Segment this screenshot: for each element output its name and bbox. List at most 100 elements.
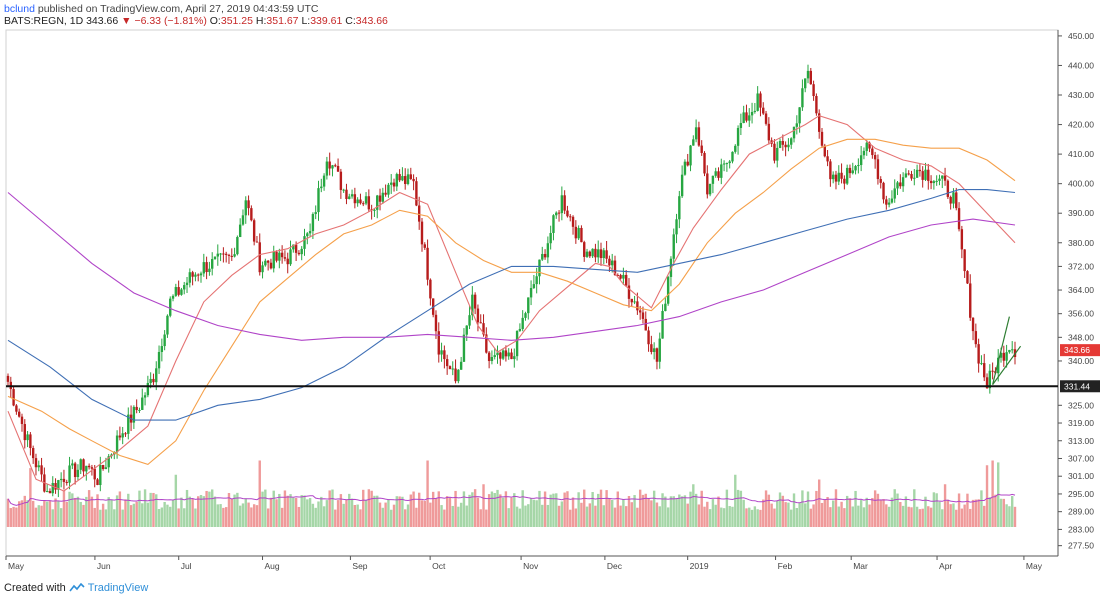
support-badge	[1060, 380, 1100, 393]
volume-bar	[280, 507, 284, 527]
candle-body	[929, 180, 933, 184]
volume-bar	[485, 509, 488, 527]
candle-body	[90, 467, 94, 469]
candle-body	[806, 70, 810, 79]
candle-body	[882, 182, 885, 200]
y-tick-label: 313.00	[1068, 436, 1094, 446]
x-tick-label: Jun	[97, 561, 111, 571]
candle-body	[549, 233, 552, 244]
candle-body	[876, 159, 880, 180]
volume-bar	[199, 494, 203, 527]
volume-bar	[356, 504, 359, 527]
volume-bar	[748, 507, 751, 527]
volume-bar	[655, 502, 659, 527]
candle-body	[683, 161, 687, 175]
volume-bar	[202, 496, 206, 527]
candle-body	[459, 361, 463, 370]
volume-bar	[862, 507, 866, 527]
volume-bar	[376, 495, 379, 527]
volume-bar	[608, 498, 611, 527]
candle-body	[983, 363, 986, 378]
candle-body	[1008, 349, 1011, 353]
volume-bar	[308, 498, 312, 527]
volume-bar	[342, 503, 345, 527]
candle-body	[227, 254, 231, 256]
candle-body	[359, 199, 362, 204]
candle-body	[143, 395, 147, 398]
candle-body	[661, 311, 664, 339]
candle-body	[54, 483, 57, 490]
volume-bar	[781, 495, 785, 527]
candle-body	[180, 289, 183, 295]
volume-bar	[815, 490, 818, 527]
candle-body	[697, 127, 701, 146]
candle-body	[348, 196, 351, 199]
candle-body	[479, 322, 482, 324]
candle-body	[591, 248, 594, 257]
volume-bar	[57, 500, 60, 527]
volume-bar	[398, 496, 401, 527]
candle-body	[356, 199, 359, 204]
volume-bar	[507, 508, 510, 527]
candle-body	[924, 169, 927, 180]
candle-body	[224, 253, 228, 255]
candle-body	[566, 210, 569, 217]
candle-body	[616, 275, 619, 277]
volume-bar	[155, 494, 158, 527]
tradingview-brand[interactable]: TradingView	[87, 582, 149, 594]
volume-bar	[300, 495, 303, 527]
volume-bar	[314, 507, 317, 527]
volume-bar	[297, 506, 301, 527]
volume-bar	[636, 507, 639, 527]
candle-body	[216, 253, 219, 257]
candle-body	[457, 369, 460, 382]
candle-body	[725, 163, 729, 165]
volume-bar	[132, 503, 136, 527]
candle-body	[971, 317, 975, 332]
volume-bar	[907, 506, 910, 527]
volume-bar	[518, 508, 522, 527]
candle-body	[157, 351, 161, 369]
volume-bar	[101, 503, 105, 527]
volume-bar	[401, 496, 404, 527]
candle-body	[963, 249, 966, 272]
volume-bar	[941, 509, 944, 527]
change-arrow-icon: ▼	[121, 15, 132, 27]
volume-bar	[949, 504, 952, 527]
candle-body	[345, 189, 348, 199]
volume-bar	[157, 508, 161, 527]
volume-bar	[583, 489, 586, 527]
volume-bar	[420, 500, 424, 527]
volume-bar	[935, 493, 938, 527]
author-name[interactable]: bclund	[4, 3, 35, 15]
moving-average-line	[7, 138, 1016, 466]
y-tick-label: 390.00	[1068, 208, 1094, 218]
volume-bar	[191, 498, 194, 527]
y-tick-label: 348.00	[1068, 332, 1094, 342]
volume-bar	[686, 503, 689, 527]
volume-bar	[921, 508, 924, 527]
candle-body	[294, 244, 298, 253]
volume-bar	[843, 508, 846, 527]
candle-body	[306, 233, 309, 237]
candle-body	[454, 368, 457, 382]
volume-bar	[216, 504, 219, 527]
candle-body	[938, 178, 941, 181]
candle-body	[367, 196, 371, 210]
candle-body	[527, 297, 530, 314]
candle-body	[482, 323, 485, 335]
symbol-info-line: BATS:REGN, 1D 343.66 ▼ −6.33 (−1.81%) O:…	[4, 15, 388, 27]
volume-bar	[71, 493, 74, 527]
publish-line: bclund published on TradingView.com, Apr…	[4, 3, 318, 15]
candle-body	[801, 88, 804, 108]
volume-bar	[353, 504, 357, 527]
candle-body	[149, 378, 152, 383]
candle-body	[238, 224, 242, 238]
volume-bar	[183, 508, 186, 527]
candle-body	[812, 84, 815, 97]
volume-bar	[980, 490, 983, 527]
volume-bar	[887, 506, 891, 527]
candle-body	[160, 346, 164, 352]
volume-bar	[809, 508, 813, 527]
